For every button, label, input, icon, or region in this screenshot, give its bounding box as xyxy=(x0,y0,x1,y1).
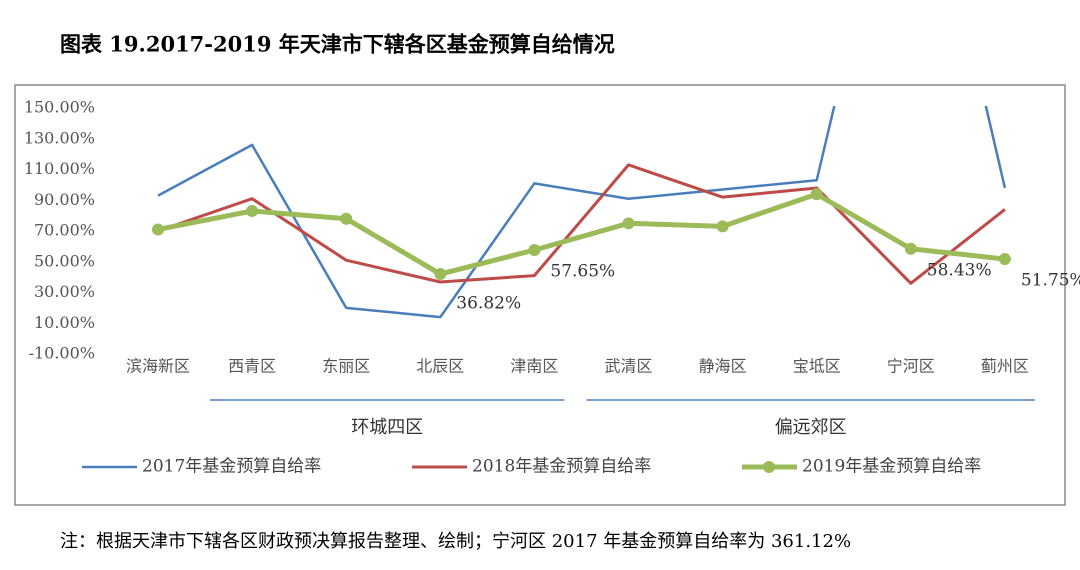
y-tick-label: 70.00% xyxy=(34,221,95,240)
marker xyxy=(904,242,917,255)
x-tick-label: 蓟州区 xyxy=(981,357,1029,376)
marker xyxy=(998,253,1011,266)
series-line xyxy=(157,106,1007,319)
y-tick-label: 10.00% xyxy=(34,313,95,332)
x-tick-label: 西青区 xyxy=(228,357,276,376)
marker xyxy=(246,205,259,218)
y-tick-label: 150.00% xyxy=(24,98,95,117)
marker xyxy=(810,188,823,201)
plot-area xyxy=(152,106,1011,319)
group-label: 环城四区 xyxy=(351,417,423,438)
marker xyxy=(622,217,635,230)
marker xyxy=(716,220,729,233)
x-tick-label: 静海区 xyxy=(699,357,747,376)
y-tick-label: 50.00% xyxy=(34,251,95,270)
x-tick-label: 武清区 xyxy=(604,357,652,376)
value-label: 36.82% xyxy=(456,294,521,314)
value-label: 51.75% xyxy=(1021,271,1080,291)
legend-label: 2019年基金预算自给率 xyxy=(802,457,981,477)
legend-label: 2017年基金预算自给率 xyxy=(142,457,321,477)
x-tick-label: 滨海新区 xyxy=(126,357,190,376)
y-tick-label: 90.00% xyxy=(34,190,95,209)
y-tick-label: -10.00% xyxy=(29,344,95,363)
series-line xyxy=(157,163,1006,285)
marker xyxy=(340,212,353,225)
marker xyxy=(434,268,447,281)
chart-frame xyxy=(14,84,1066,506)
marker xyxy=(528,243,541,256)
legend-label: 2018年基金预算自给率 xyxy=(472,457,651,477)
legend-marker xyxy=(763,461,775,473)
x-tick-label: 宝坻区 xyxy=(793,357,841,376)
x-tick-label: 北辰区 xyxy=(416,357,464,376)
y-tick-label: 30.00% xyxy=(34,282,95,301)
series-line xyxy=(157,191,1006,277)
group-label: 偏远郊区 xyxy=(775,417,847,438)
x-tick-label: 宁河区 xyxy=(887,357,935,376)
y-tick-label: 110.00% xyxy=(24,159,95,178)
value-label: 57.65% xyxy=(550,261,615,281)
value-label: 58.43% xyxy=(927,260,992,280)
y-tick-label: 130.00% xyxy=(24,128,95,147)
x-tick-label: 津南区 xyxy=(510,357,558,376)
x-tick-label: 东丽区 xyxy=(322,357,370,376)
note: 注：根据天津市下辖各区财政预决算报告整理、绘制；宁河区 2017 年基金预算自给… xyxy=(60,531,851,552)
chart-title: 图表 19.2017-2019 年天津市下辖各区基金预算自给情况 xyxy=(60,32,615,57)
marker xyxy=(152,223,164,236)
